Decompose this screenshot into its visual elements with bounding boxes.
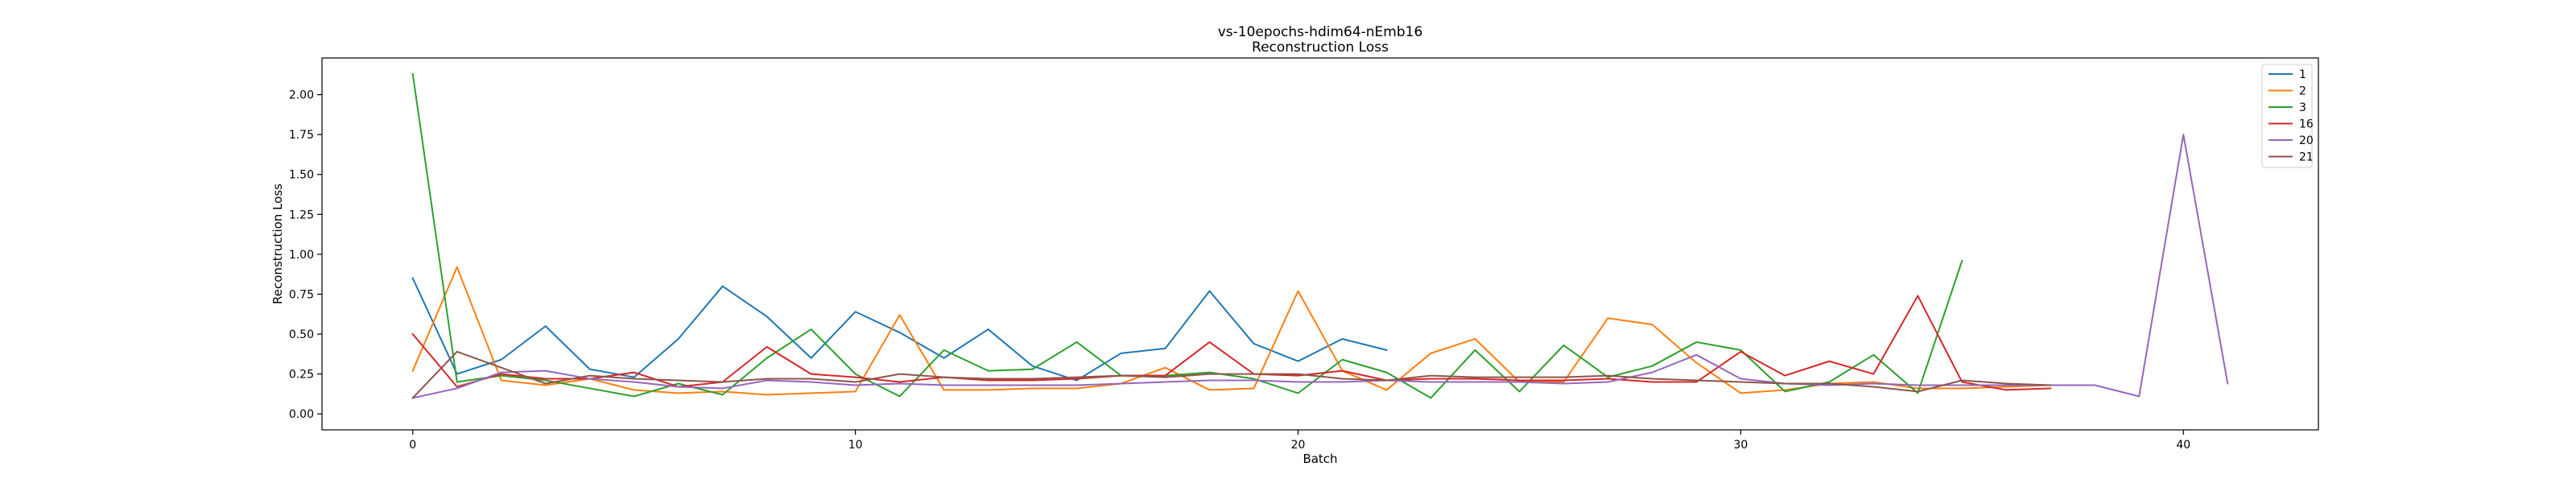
series-line-20	[411, 134, 2229, 399]
x-tick-label: 40	[2176, 439, 2190, 452]
legend-label-2: 2	[2299, 85, 2306, 98]
chart-subtitle: Reconstruction Loss	[1252, 39, 1389, 56]
y-tick-label: 1.50	[289, 169, 314, 182]
legend-label-21: 21	[2299, 151, 2314, 164]
series-layer	[411, 72, 2229, 399]
chart-title: vs-10epochs-hdim64-nEmb16	[1218, 24, 1423, 40]
x-axis: 0 10 20 30 40	[409, 430, 2190, 452]
y-tick-label: 2.00	[289, 89, 314, 102]
x-tick-label: 30	[1733, 439, 1748, 452]
legend-label-1: 1	[2299, 68, 2306, 81]
legend-label-16: 16	[2299, 118, 2314, 131]
y-tick-label: 1.75	[289, 129, 314, 142]
legend-label-3: 3	[2299, 101, 2306, 114]
x-tick-label: 0	[409, 439, 416, 452]
legend-label-20: 20	[2299, 134, 2314, 147]
plot-frame	[321, 57, 2319, 431]
y-tick-label: 0.00	[289, 408, 314, 421]
legend: 1 2 3 16 20 21	[2261, 64, 2314, 168]
y-tick-label: 1.00	[289, 249, 314, 262]
y-axis-label: Reconstruction Loss	[270, 184, 285, 304]
series-line-16	[411, 295, 2052, 391]
series-line-1	[411, 277, 1388, 382]
x-tick-label: 20	[1291, 439, 1306, 452]
series-line-21	[411, 350, 2052, 399]
series-line-2	[411, 266, 2052, 396]
y-tick-label: 0.75	[289, 288, 314, 301]
y-tick-label: 0.50	[289, 328, 314, 341]
y-tick-label: 0.25	[289, 369, 314, 382]
y-tick-label: 1.25	[289, 208, 314, 221]
x-tick-label: 10	[848, 439, 863, 452]
y-axis: 0.00 0.25 0.50 0.75 1.00 1.25 1.50 1.75 2.00	[289, 89, 322, 421]
x-axis-label: Batch	[1302, 452, 1337, 466]
